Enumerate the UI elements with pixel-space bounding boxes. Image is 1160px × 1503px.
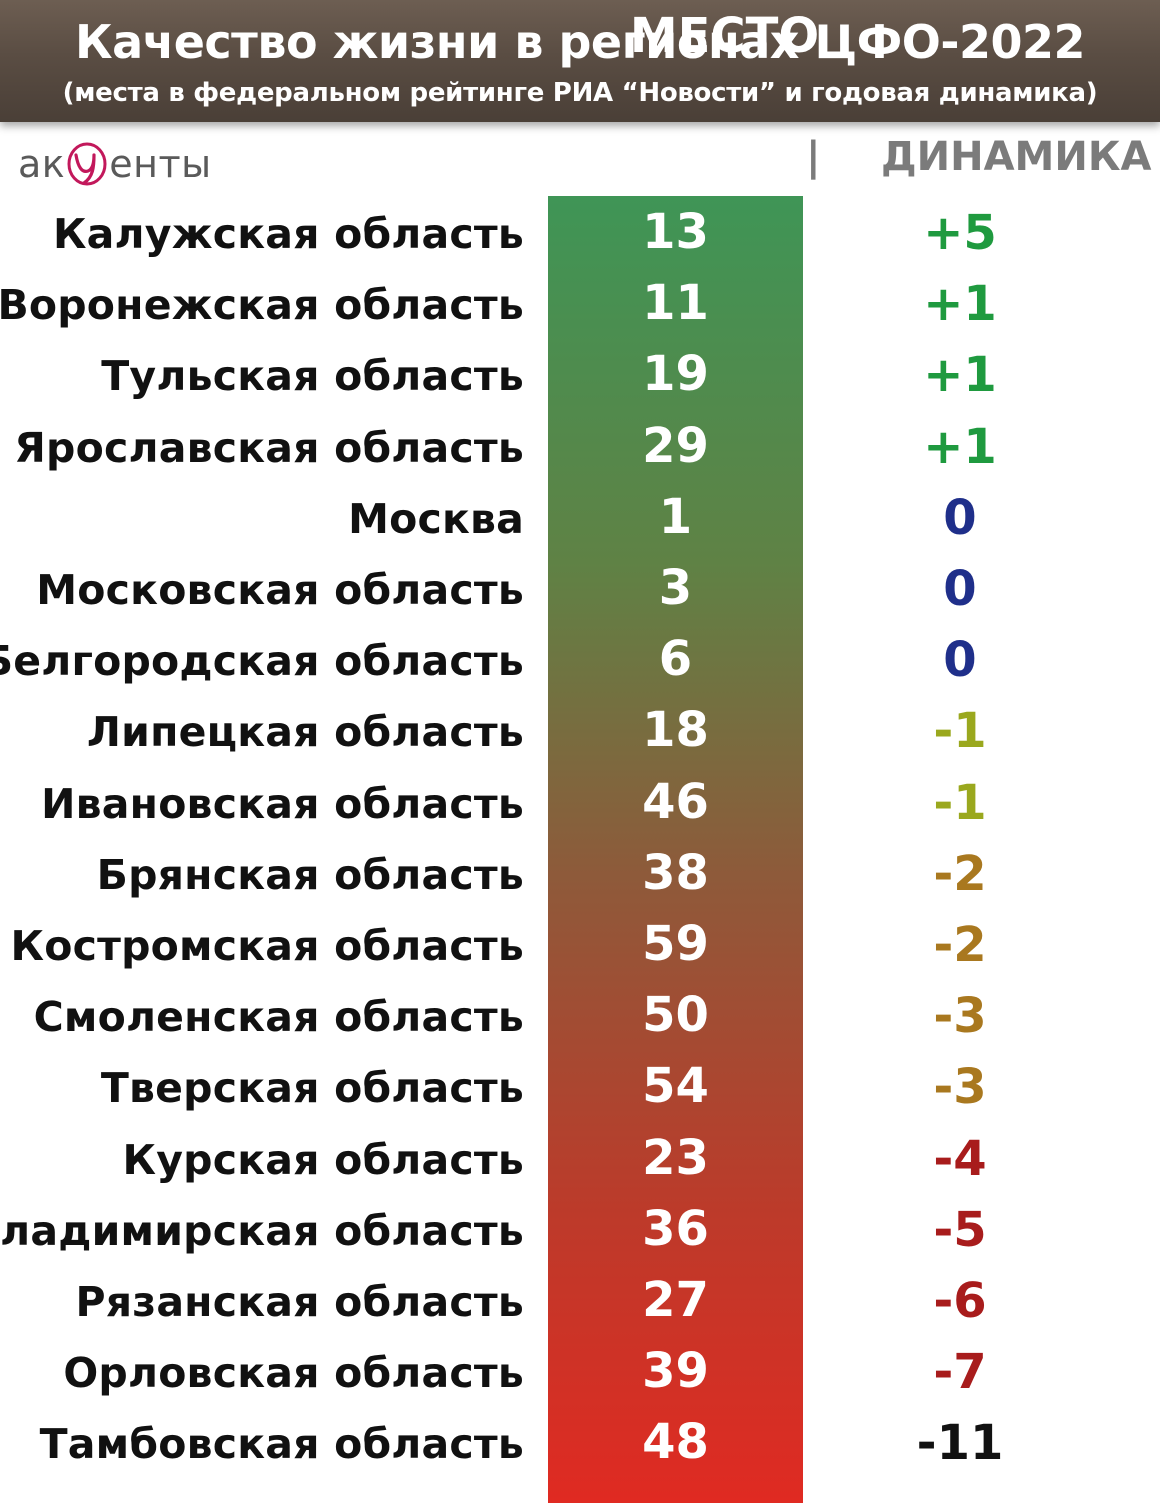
place-value: 19 [642, 346, 709, 403]
table-row: Орловская область 39 -7 [0, 1335, 1160, 1406]
place-value: 18 [642, 702, 709, 759]
dynamics-value: -11 [916, 1415, 1004, 1472]
column-header-separator: | [806, 134, 821, 180]
dynamics-value: -2 [933, 845, 987, 902]
region-name: Белгородская область [0, 637, 524, 686]
table-row: Смоленская область 50 -3 [0, 979, 1160, 1050]
region-name: Липецкая область [86, 708, 524, 757]
table-row: Брянская область 38 -2 [0, 837, 1160, 908]
logo-text-prefix: ак [18, 142, 66, 186]
table-row: Костромская область 59 -2 [0, 908, 1160, 979]
place-value: 38 [642, 844, 709, 901]
dynamics-value: -4 [933, 1130, 987, 1187]
dynamics-value: -7 [933, 1344, 987, 1401]
column-header-place: МЕСТО [629, 8, 820, 64]
dynamics-value: -6 [933, 1273, 987, 1329]
place-value: 11 [642, 275, 709, 332]
region-name: Московская область [36, 566, 524, 614]
dynamics-value: -1 [933, 774, 987, 831]
table-row: Калужская область 13 +5 [0, 196, 1160, 267]
logo-text-suffix: енты [109, 142, 212, 186]
dynamics-value: -2 [933, 917, 987, 973]
dynamics-value: -3 [933, 1059, 987, 1116]
region-name: Брянская область [96, 850, 524, 899]
dynamics-value: +5 [923, 205, 997, 261]
table-row: Рязанская область 27 -6 [0, 1264, 1160, 1335]
region-name: Ивановская область [41, 779, 524, 828]
dynamics-value: -5 [933, 1201, 987, 1258]
table-row: Тверская область 54 -3 [0, 1050, 1160, 1121]
region-name: Тамбовская область [39, 1420, 524, 1469]
place-value: 39 [642, 1343, 709, 1400]
place-value: 23 [642, 1129, 709, 1186]
region-name: Калужская область [52, 210, 524, 258]
dynamics-value: +1 [923, 276, 997, 333]
region-name: Рязанская область [75, 1278, 524, 1326]
place-value: 29 [642, 417, 709, 474]
table-row: Липецкая область 18 -1 [0, 694, 1160, 765]
place-value: 3 [658, 560, 693, 616]
dynamics-value: +1 [923, 347, 997, 404]
region-name: Смоленская область [33, 993, 524, 1042]
region-name: Владимирская область [0, 1206, 524, 1255]
region-name: Воронежская область [0, 281, 524, 330]
place-value: 36 [642, 1200, 709, 1257]
table-row: Тамбовская область 48 -11 [0, 1406, 1160, 1477]
place-value: 59 [642, 916, 709, 972]
header-banner: Качество жизни в регионах ЦФО-2022 (мест… [0, 0, 1160, 122]
table-row: Белгородская область 6 0 [0, 623, 1160, 694]
table-row: Московская область 3 0 [0, 552, 1160, 623]
page-title: Качество жизни в регионах ЦФО-2022 [75, 15, 1085, 69]
dynamics-value: -1 [933, 703, 987, 760]
dynamics-value: 0 [943, 632, 977, 689]
page-subtitle: (места в федеральном рейтинге РИА “Новос… [62, 78, 1098, 108]
table-row: Ярославская область 29 +1 [0, 410, 1160, 481]
dynamics-value: +1 [923, 418, 997, 475]
place-value: 46 [642, 773, 709, 830]
logo: ак енты [18, 140, 212, 188]
region-name: Ярославская область [14, 423, 524, 472]
place-value: 50 [642, 987, 709, 1044]
column-header-dynamics: ДИНАМИКА [881, 134, 1152, 180]
region-name: Москва [348, 494, 524, 543]
dynamics-value: 0 [943, 561, 977, 617]
region-name: Костромская область [10, 922, 524, 970]
logo-mark-icon [67, 142, 107, 186]
place-value: 54 [642, 1058, 709, 1115]
table-row: Москва 1 0 [0, 481, 1160, 552]
region-name: Тверская область [100, 1064, 524, 1113]
table-row: Воронежская область 11 +1 [0, 267, 1160, 338]
region-name: Тульская область [101, 352, 524, 401]
place-value: 48 [642, 1414, 709, 1471]
place-value: 27 [642, 1272, 709, 1328]
table-row: Ивановская область 46 -1 [0, 766, 1160, 837]
dynamics-value: -3 [933, 988, 987, 1045]
table-row: Курская область 23 -4 [0, 1122, 1160, 1193]
place-value: 6 [658, 631, 693, 688]
place-value: 13 [642, 204, 709, 260]
table-row: Владимирская область 36 -5 [0, 1193, 1160, 1264]
dynamics-value: 0 [943, 489, 977, 546]
place-value: 1 [658, 488, 693, 545]
region-name: Орловская область [63, 1349, 524, 1398]
region-name: Курская область [122, 1135, 524, 1184]
table-row: Тульская область 19 +1 [0, 338, 1160, 409]
place-gradient-bar [548, 196, 803, 1503]
